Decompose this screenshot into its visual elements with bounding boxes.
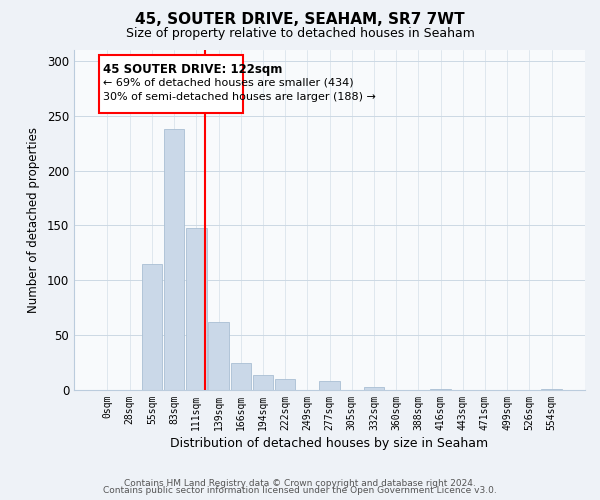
Text: 30% of semi-detached houses are larger (188) →: 30% of semi-detached houses are larger (… bbox=[103, 92, 376, 102]
Text: 45 SOUTER DRIVE: 122sqm: 45 SOUTER DRIVE: 122sqm bbox=[103, 63, 283, 76]
Y-axis label: Number of detached properties: Number of detached properties bbox=[27, 127, 40, 313]
Bar bbox=[319, 381, 340, 390]
Text: Size of property relative to detached houses in Seaham: Size of property relative to detached ho… bbox=[125, 28, 475, 40]
Bar bbox=[164, 129, 184, 390]
Bar bbox=[541, 389, 562, 390]
Text: ← 69% of detached houses are smaller (434): ← 69% of detached houses are smaller (43… bbox=[103, 78, 353, 88]
Bar bbox=[275, 379, 295, 390]
Bar bbox=[364, 386, 384, 390]
Text: Contains HM Land Registry data © Crown copyright and database right 2024.: Contains HM Land Registry data © Crown c… bbox=[124, 478, 476, 488]
FancyBboxPatch shape bbox=[98, 56, 243, 112]
X-axis label: Distribution of detached houses by size in Seaham: Distribution of detached houses by size … bbox=[170, 437, 488, 450]
Bar bbox=[230, 362, 251, 390]
Text: 45, SOUTER DRIVE, SEAHAM, SR7 7WT: 45, SOUTER DRIVE, SEAHAM, SR7 7WT bbox=[135, 12, 465, 28]
Bar bbox=[208, 322, 229, 390]
Bar bbox=[142, 264, 162, 390]
Bar bbox=[430, 389, 451, 390]
Bar bbox=[186, 228, 206, 390]
Text: Contains public sector information licensed under the Open Government Licence v3: Contains public sector information licen… bbox=[103, 486, 497, 495]
Bar bbox=[253, 374, 273, 390]
